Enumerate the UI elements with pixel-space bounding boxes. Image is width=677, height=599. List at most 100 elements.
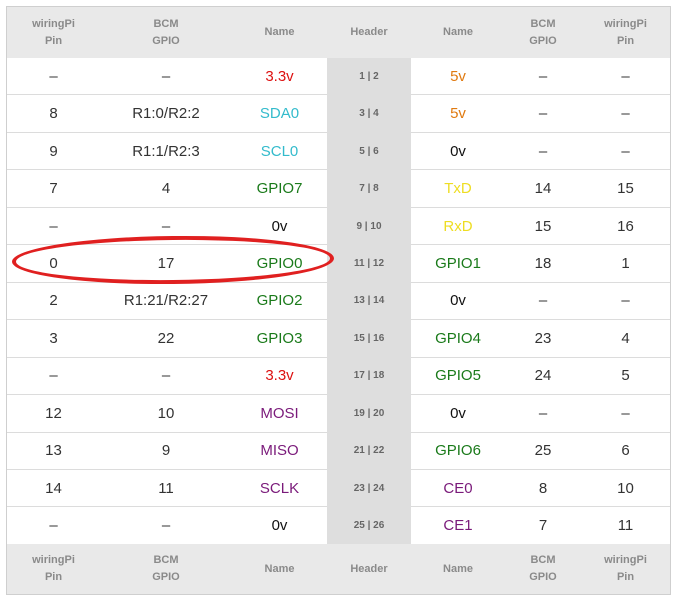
left-wiringpi-pin: 7: [7, 169, 100, 208]
footer-header: Header: [327, 544, 411, 594]
right-bcm-gpio: 14: [505, 169, 581, 208]
right-pin-name: RxD: [411, 207, 505, 246]
left-pin-name: 3.3v: [232, 357, 327, 396]
footer-right-wiringpi-pin: wiringPi Pin: [581, 544, 670, 594]
footer-right-name: Name: [411, 544, 505, 594]
header-pins: 3 | 4: [327, 94, 411, 133]
right-bcm-gpio: –: [505, 394, 581, 433]
header-pins: 25 | 26: [327, 506, 411, 544]
header-pins: 19 | 20: [327, 394, 411, 433]
table-row: 3 22 GPIO3 15 | 16 GPIO4 23 4: [7, 319, 670, 358]
right-pin-name: 5v: [411, 58, 505, 96]
left-bcm-gpio: R1:1/R2:3: [100, 132, 232, 171]
right-bcm-gpio: 8: [505, 469, 581, 508]
table-row: – –3.3v 17 | 18 GPIO5 24 5: [7, 357, 670, 396]
right-pin-name: 0v: [411, 132, 505, 171]
header-right-wiringpi-pin: wiringPi Pin: [581, 7, 670, 58]
table-footer-row: wiringPi Pin BCM GPIO Name Header Name B…: [7, 544, 670, 594]
left-wiringpi-pin: 14: [7, 469, 100, 508]
right-bcm-gpio: 7: [505, 506, 581, 544]
right-pin-name: CE1: [411, 506, 505, 544]
table-header-row: wiringPi Pin BCM GPIO Name Header Name B…: [7, 7, 670, 58]
right-pin-name: 0v: [411, 394, 505, 433]
right-bcm-gpio: –: [505, 282, 581, 321]
right-wiringpi-pin: 10: [581, 469, 670, 508]
table-row: 13 9 MISO 21 | 22 GPIO6 25 6: [7, 432, 670, 470]
right-wiringpi-pin: 4: [581, 319, 670, 358]
right-pin-name: 0v: [411, 282, 505, 321]
right-wiringpi-pin: 16: [581, 207, 670, 246]
right-wiringpi-pin: 15: [581, 169, 670, 208]
left-pin-name: MOSI: [232, 394, 327, 433]
table-row: – –0v 9 | 10 RxD 15 16: [7, 207, 670, 246]
header-pins: 23 | 24: [327, 469, 411, 508]
table-row: 0 17 GPIO0 11 | 12 GPIO1 18 1: [7, 244, 670, 283]
left-pin-name: GPIO2: [232, 282, 327, 321]
left-bcm-gpio: 22: [100, 319, 232, 358]
right-wiringpi-pin: –: [581, 132, 670, 171]
left-wiringpi-pin: 12: [7, 394, 100, 433]
left-wiringpi-pin: 0: [7, 244, 100, 283]
left-pin-name: MISO: [232, 432, 327, 470]
left-wiringpi-pin: –: [7, 207, 100, 246]
left-pin-name: SCLK: [232, 469, 327, 508]
table-row: 9 R1:1/R2:3 SCL0 5 | 6 0v – –: [7, 132, 670, 171]
right-pin-name: GPIO5: [411, 357, 505, 396]
header-pins: 1 | 2: [327, 58, 411, 96]
right-bcm-gpio: 25: [505, 432, 581, 470]
right-bcm-gpio: 23: [505, 319, 581, 358]
table-row: 12 10 MOSI 19 | 20 0v – –: [7, 394, 670, 433]
left-wiringpi-pin: 9: [7, 132, 100, 171]
left-wiringpi-pin: –: [7, 58, 100, 96]
left-pin-name: 0v: [232, 207, 327, 246]
right-wiringpi-pin: 1: [581, 244, 670, 283]
left-bcm-gpio: 10: [100, 394, 232, 433]
header-pins: 11 | 12: [327, 244, 411, 283]
left-wiringpi-pin: –: [7, 357, 100, 396]
footer-left-wiringpi-pin: wiringPi Pin: [7, 544, 100, 594]
right-bcm-gpio: –: [505, 94, 581, 133]
header-left-bcm-gpio: BCM GPIO: [100, 7, 232, 58]
right-wiringpi-pin: 11: [581, 506, 670, 544]
table-row: 8 R1:0/R2:2 SDA0 3 | 4 5v – –: [7, 94, 670, 133]
right-pin-name: GPIO1: [411, 244, 505, 283]
right-pin-name: 5v: [411, 94, 505, 133]
right-bcm-gpio: –: [505, 132, 581, 171]
header-pins: 9 | 10: [327, 207, 411, 246]
footer-right-bcm-gpio: BCM GPIO: [505, 544, 581, 594]
left-pin-name: GPIO7: [232, 169, 327, 208]
header-left-name: Name: [232, 7, 327, 58]
table-row: 7 4 GPIO7 7 | 8 TxD 14 15: [7, 169, 670, 208]
header-right-name: Name: [411, 7, 505, 58]
header-pins: 13 | 14: [327, 282, 411, 321]
pin-rows: – –3.3v 1 | 2 5v – –8 R1:0/R2:2 SDA0 3 | 4 5v – –9 R…: [7, 58, 670, 544]
left-pin-name: GPIO3: [232, 319, 327, 358]
right-bcm-gpio: 18: [505, 244, 581, 283]
left-pin-name: SCL0: [232, 132, 327, 171]
left-bcm-gpio: –: [100, 207, 232, 246]
left-wiringpi-pin: 8: [7, 94, 100, 133]
right-pin-name: GPIO6: [411, 432, 505, 470]
header-left-wiringpi-pin: wiringPi Pin: [7, 7, 100, 58]
right-wiringpi-pin: –: [581, 394, 670, 433]
right-pin-name: TxD: [411, 169, 505, 208]
header-header: Header: [327, 7, 411, 58]
table-row: 2 R1:21/R2:27 GPIO2 13 | 14 0v – –: [7, 282, 670, 321]
right-wiringpi-pin: 5: [581, 357, 670, 396]
header-pins: 21 | 22: [327, 432, 411, 470]
header-right-bcm-gpio: BCM GPIO: [505, 7, 581, 58]
left-bcm-gpio: 17: [100, 244, 232, 283]
left-wiringpi-pin: 13: [7, 432, 100, 470]
right-bcm-gpio: 15: [505, 207, 581, 246]
header-pins: 5 | 6: [327, 132, 411, 171]
left-pin-name: GPIO0: [232, 244, 327, 283]
right-pin-name: GPIO4: [411, 319, 505, 358]
left-wiringpi-pin: –: [7, 506, 100, 544]
left-bcm-gpio: 4: [100, 169, 232, 208]
table-row: 14 11 SCLK 23 | 24 CE0 8 10: [7, 469, 670, 508]
footer-left-name: Name: [232, 544, 327, 594]
table-row: – –3.3v 1 | 2 5v – –: [7, 58, 670, 96]
left-bcm-gpio: R1:21/R2:27: [100, 282, 232, 321]
header-pins: 7 | 8: [327, 169, 411, 208]
pin-table-frame: wiringPi Pin BCM GPIO Name Header Name B…: [6, 6, 671, 595]
